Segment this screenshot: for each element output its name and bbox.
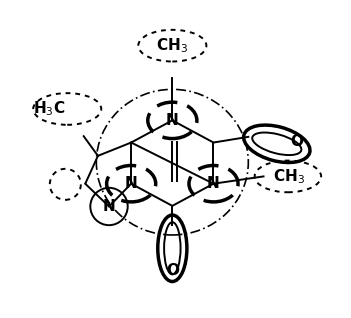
Text: N: N xyxy=(207,176,220,191)
Text: CH$_3$: CH$_3$ xyxy=(273,167,305,186)
Text: O: O xyxy=(166,263,179,278)
Text: O: O xyxy=(290,134,303,149)
Text: H$_3$C: H$_3$C xyxy=(33,100,65,118)
Text: N: N xyxy=(125,176,138,191)
Text: CH$_3$: CH$_3$ xyxy=(156,36,188,55)
Text: N: N xyxy=(166,113,179,128)
Text: N: N xyxy=(102,199,115,214)
